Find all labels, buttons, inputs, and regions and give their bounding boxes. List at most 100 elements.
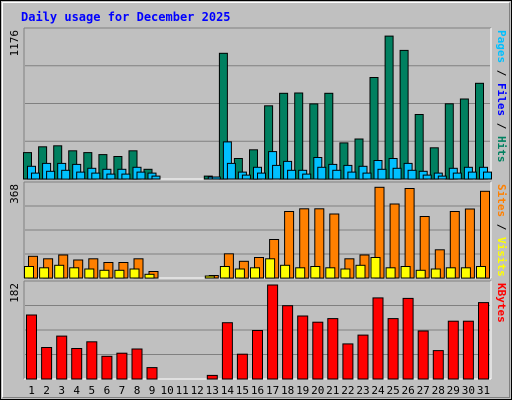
x-tick-label-6: 6 bbox=[104, 384, 111, 397]
x-tick-label-11: 11 bbox=[176, 384, 189, 397]
x-tick-label-10: 10 bbox=[160, 384, 173, 397]
panel-visits-sites: 368 Sites / Visits bbox=[8, 181, 508, 279]
panel-kbytes: 182 KBytes bbox=[8, 280, 508, 380]
x-tick-label-5: 5 bbox=[88, 384, 95, 397]
x-tick-label-21: 21 bbox=[326, 384, 339, 397]
bar-hits-day-31 bbox=[475, 82, 484, 180]
chart-panels: 1176 Pages / Files / Hits 368 Sites / Visit… bbox=[8, 27, 508, 380]
bar-kbytes-day-14 bbox=[221, 322, 233, 380]
x-tick-label-20: 20 bbox=[311, 384, 324, 397]
bar-sites-day-15 bbox=[234, 268, 245, 279]
bar-pages-day-4 bbox=[76, 171, 86, 180]
bar-kbytes-day-26 bbox=[402, 297, 414, 380]
bar-kbytes-day-31 bbox=[478, 302, 489, 380]
bar-kbytes-day-24 bbox=[372, 297, 384, 380]
bar-kbytes-day-18 bbox=[282, 305, 294, 380]
bar-sites-day-30 bbox=[460, 267, 471, 279]
y-max-label: 182 bbox=[8, 283, 21, 303]
x-tick-label-22: 22 bbox=[341, 384, 354, 397]
bar-kbytes-day-4 bbox=[71, 348, 83, 380]
bar-sites-day-27 bbox=[415, 269, 426, 279]
y-max-label: 368 bbox=[8, 184, 21, 204]
bar-sites-day-20 bbox=[310, 266, 321, 279]
bar-pages-day-16 bbox=[257, 172, 266, 180]
bar-pages-day-21 bbox=[332, 169, 342, 180]
x-tick-label-2: 2 bbox=[43, 384, 50, 397]
bar-pages-day-25 bbox=[392, 167, 402, 180]
x-tick-label-25: 25 bbox=[386, 384, 399, 397]
x-tick-label-27: 27 bbox=[417, 384, 430, 397]
bar-pages-day-8 bbox=[136, 171, 146, 180]
bar-visits-day-26 bbox=[404, 188, 415, 279]
bar-kbytes-day-13 bbox=[206, 374, 218, 380]
y-axis-label-part: Sites bbox=[495, 184, 508, 217]
bar-kbytes-day-27 bbox=[417, 330, 429, 380]
bar-kbytes-day-9 bbox=[146, 367, 158, 380]
bar-pages-day-1 bbox=[31, 172, 40, 180]
y-axis-label-part: KBytes bbox=[495, 283, 508, 323]
bar-sites-day-8 bbox=[129, 268, 140, 279]
x-tick-label-1: 1 bbox=[28, 384, 35, 397]
bar-pages-day-15 bbox=[241, 174, 251, 180]
bar-visits-day-31 bbox=[480, 190, 490, 279]
bar-pages-day-19 bbox=[302, 173, 312, 180]
series-sites bbox=[24, 257, 486, 279]
x-tick-label-26: 26 bbox=[401, 384, 414, 397]
x-tick-label-12: 12 bbox=[191, 384, 204, 397]
bar-pages-day-23 bbox=[362, 172, 372, 180]
x-tick-label-23: 23 bbox=[356, 384, 369, 397]
y-axis-label-part: / bbox=[495, 217, 508, 237]
bar-pages-day-13 bbox=[211, 176, 221, 180]
bar-pages-day-18 bbox=[287, 169, 297, 180]
bar-sites-day-29 bbox=[445, 267, 456, 279]
x-tick-label-29: 29 bbox=[447, 384, 460, 397]
bar-pages-day-22 bbox=[347, 171, 357, 180]
bar-sites-day-4 bbox=[69, 267, 80, 279]
bar-sites-day-17 bbox=[265, 258, 276, 279]
bar-kbytes-day-16 bbox=[252, 330, 263, 380]
bar-sites-day-31 bbox=[476, 266, 486, 279]
bar-sites-day-9 bbox=[144, 273, 155, 279]
bar-pages-day-7 bbox=[121, 173, 131, 180]
y-axis-label-part: Hits bbox=[495, 136, 508, 163]
bar-sites-day-13 bbox=[204, 275, 215, 279]
x-tick-label-31: 31 bbox=[477, 384, 490, 397]
bar-pages-day-28 bbox=[437, 175, 447, 180]
bar-sites-day-24 bbox=[370, 257, 381, 279]
bar-visits-day-25 bbox=[389, 203, 400, 279]
bar-kbytes-day-15 bbox=[236, 353, 248, 380]
chart-title: Daily usage for December 2025 bbox=[21, 10, 231, 24]
bar-kbytes-day-7 bbox=[116, 352, 128, 380]
bar-hits-day-27 bbox=[414, 114, 424, 180]
bar-sites-day-21 bbox=[325, 267, 336, 279]
panel-hits-files-pages: 1176 Pages / Files / Hits bbox=[8, 27, 508, 180]
bar-hits-day-26 bbox=[399, 49, 409, 180]
bar-sites-day-19 bbox=[295, 267, 306, 279]
y-axis-label: KBytes bbox=[495, 283, 508, 323]
bar-sites-day-28 bbox=[430, 268, 441, 279]
y-axis-label-part: / bbox=[495, 63, 508, 83]
bar-kbytes-day-23 bbox=[357, 334, 369, 380]
bar-kbytes-day-3 bbox=[56, 335, 68, 380]
bar-kbytes-day-22 bbox=[342, 343, 354, 380]
bar-sites-day-22 bbox=[340, 268, 351, 279]
bar-pages-day-26 bbox=[407, 169, 417, 180]
y-axis-label: Sites / Visits bbox=[495, 184, 508, 277]
bar-kbytes-day-5 bbox=[86, 341, 98, 380]
bar-sites-day-25 bbox=[385, 267, 396, 279]
x-tick-label-4: 4 bbox=[73, 384, 80, 397]
bar-kbytes-day-1 bbox=[26, 314, 37, 380]
bar-sites-day-3 bbox=[54, 264, 65, 279]
x-tick-label-14: 14 bbox=[221, 384, 235, 397]
y-max-label: 1176 bbox=[8, 30, 21, 57]
bar-kbytes-day-19 bbox=[297, 315, 309, 380]
x-tick-label-19: 19 bbox=[296, 384, 309, 397]
bar-sites-day-14 bbox=[219, 266, 230, 279]
bar-kbytes-day-25 bbox=[387, 318, 399, 380]
x-axis-tick-labels: 1 2 3 4 5 6 7 8 9 10 11 12 13 14 15 16 17 18 19 20 21 22 23 24 2… bbox=[28, 384, 490, 397]
bar-pages-day-31 bbox=[483, 171, 492, 180]
bar-kbytes-day-2 bbox=[41, 347, 53, 380]
bar-kbytes-day-21 bbox=[327, 318, 339, 380]
